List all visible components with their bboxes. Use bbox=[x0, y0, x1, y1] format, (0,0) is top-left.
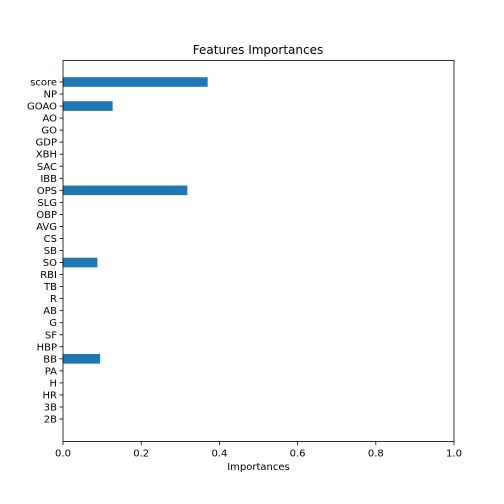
y-tick-label: 3B bbox=[44, 402, 57, 413]
x-tick-label: 0.2 bbox=[133, 449, 149, 460]
bar-so bbox=[63, 257, 98, 268]
y-tick-label: G bbox=[49, 318, 57, 329]
y-axis-ticks: scoreNPGOAOAOGOGDPXBHSACIBBOPSSLGOBPAVGC… bbox=[27, 78, 63, 426]
y-tick-label: SLG bbox=[37, 198, 57, 209]
y-tick-label: AB bbox=[43, 306, 57, 317]
y-tick-label: NP bbox=[43, 90, 57, 101]
y-tick-label: IBB bbox=[40, 174, 57, 185]
x-axis-label: Importances bbox=[227, 462, 290, 473]
y-tick-label: HR bbox=[43, 390, 58, 401]
x-tick-label: 0.0 bbox=[55, 449, 71, 460]
y-tick-label: OBP bbox=[36, 210, 57, 221]
plot-frame bbox=[62, 60, 455, 442]
x-tick-label: 0.8 bbox=[368, 449, 384, 460]
y-tick-label: OPS bbox=[37, 186, 57, 197]
y-tick-label: score bbox=[30, 78, 57, 89]
y-tick-label: GDP bbox=[36, 138, 57, 149]
y-tick-label: 2B bbox=[44, 415, 57, 426]
y-tick-label: SO bbox=[43, 258, 57, 269]
y-tick-label: AVG bbox=[36, 222, 57, 233]
y-tick-label: CS bbox=[44, 234, 57, 245]
y-tick-label: HBP bbox=[37, 342, 57, 353]
bars-group bbox=[63, 77, 208, 364]
y-tick-label: R bbox=[50, 294, 57, 305]
y-tick-label: SF bbox=[45, 330, 57, 341]
bar-goao bbox=[63, 101, 113, 111]
x-tick-label: 0.6 bbox=[290, 449, 306, 460]
x-axis-ticks: 0.0 0.2 0.4 0.6 0.8 1.0 bbox=[55, 441, 462, 460]
y-tick-label: SB bbox=[44, 246, 57, 257]
y-tick-label: RBI bbox=[40, 270, 57, 281]
chart-title: Features Importances bbox=[193, 43, 323, 57]
bar-bb bbox=[63, 354, 101, 364]
y-tick-label: XBH bbox=[36, 150, 57, 161]
x-tick-label: 0.4 bbox=[211, 449, 227, 460]
y-tick-label: GO bbox=[41, 126, 57, 137]
y-tick-label: H bbox=[49, 378, 57, 389]
y-tick-label: AO bbox=[42, 114, 57, 125]
y-tick-label: SAC bbox=[37, 162, 57, 173]
bar-score bbox=[63, 77, 208, 87]
y-tick-label: TB bbox=[43, 282, 57, 293]
x-tick-label: 1.0 bbox=[446, 449, 462, 460]
y-tick-label: PA bbox=[45, 366, 57, 377]
bar-ops bbox=[63, 185, 188, 196]
y-tick-label: GOAO bbox=[27, 102, 57, 113]
y-tick-label: BB bbox=[43, 354, 57, 365]
